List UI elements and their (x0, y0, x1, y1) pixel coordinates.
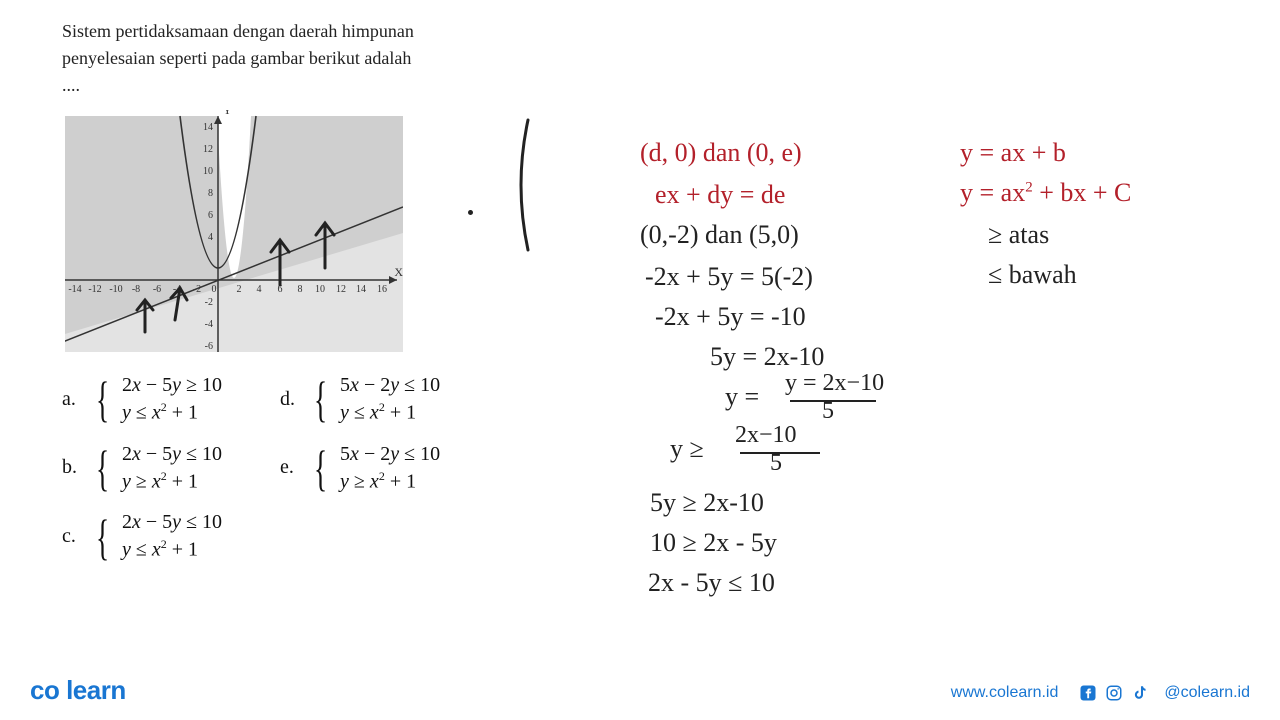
svg-text:-6: -6 (153, 284, 161, 295)
option-e-line2: y ≥ x2 + 1 (340, 468, 440, 496)
hw-b8n: 2x−10 (735, 422, 797, 449)
pen-stroke (510, 115, 540, 255)
option-d: { 5x − 2y ≤ 10 y ≤ x2 + 1 (314, 372, 440, 427)
option-a-letter: a. (62, 388, 96, 411)
option-e-letter: e. (280, 456, 314, 479)
hw-b8d: 5 (770, 450, 782, 477)
option-b: { 2x − 5y ≤ 10 y ≥ x2 + 1 (96, 441, 222, 496)
option-b-line1: 2x − 5y ≤ 10 (122, 441, 222, 468)
hw-b5: -2x + 5y = -10 (655, 302, 806, 332)
svg-text:10: 10 (203, 166, 213, 177)
hw-rr2: y = ax2 + bx + C (960, 178, 1131, 208)
svg-text:14: 14 (356, 284, 366, 295)
question-line2: penyelesaian seperti pada gambar berikut… (62, 45, 492, 72)
footer-site: www.colearn.id (951, 684, 1059, 702)
hw-b10: 10 ≥ 2x - 5y (650, 528, 777, 558)
hw-r1: (d, 0) dan (0, e) (640, 138, 802, 168)
footer: www.colearn.id @colearn.id (951, 683, 1250, 703)
option-a: { 2x − 5y ≥ 10 y ≤ x2 + 1 (96, 372, 222, 427)
option-c-line2: y ≤ x2 + 1 (122, 536, 222, 564)
svg-text:12: 12 (203, 144, 213, 155)
svg-text:12: 12 (336, 284, 346, 295)
question-line3: .... (62, 72, 492, 99)
hw-b7n: y = 2x−10 (785, 370, 884, 397)
svg-text:4: 4 (257, 284, 262, 295)
option-c: { 2x − 5y ≤ 10 y ≤ x2 + 1 (96, 509, 222, 564)
facebook-icon (1078, 683, 1098, 703)
options-block: a. { 2x − 5y ≥ 10 y ≤ x2 + 1 d. { 5x − 2… (62, 372, 522, 578)
hw-b6: 5y = 2x-10 (710, 342, 824, 372)
svg-text:-2: -2 (205, 297, 213, 308)
svg-text:10: 10 (315, 284, 325, 295)
hw-b11: 2x - 5y ≤ 10 (648, 568, 775, 598)
question-line1: Sistem pertidaksamaan dengan daerah himp… (62, 18, 492, 45)
hw-rr1: y = ax + b (960, 138, 1066, 168)
svg-text:-6: -6 (205, 341, 213, 352)
svg-text:-4: -4 (205, 319, 213, 330)
svg-text:0: 0 (212, 284, 217, 295)
hw-b7d: 5 (822, 398, 834, 425)
option-e-line1: 5x − 2y ≤ 10 (340, 441, 440, 468)
hw-b4: -2x + 5y = 5(-2) (645, 262, 813, 292)
svg-text:X: X (394, 265, 403, 279)
option-b-letter: b. (62, 456, 96, 479)
option-d-line2: y ≤ x2 + 1 (340, 399, 440, 427)
brand-logo: co learn (30, 675, 126, 706)
graph-figure: X Y -14 -12 -10 -8 -6 -4 -2 0 2 4 6 8 10 12 14 1… (65, 110, 403, 352)
hw-r2: ex + dy = de (655, 180, 785, 210)
hw-b3: (0,-2) dan (5,0) (640, 220, 799, 250)
svg-text:2: 2 (237, 284, 242, 295)
svg-text:8: 8 (208, 188, 213, 199)
option-b-line2: y ≥ x2 + 1 (122, 468, 222, 496)
hw-b7: y = (725, 382, 759, 412)
svg-text:8: 8 (298, 284, 303, 295)
pen-dot (468, 210, 473, 215)
svg-text:Y: Y (223, 110, 232, 117)
tiktok-icon (1130, 683, 1150, 703)
svg-text:4: 4 (208, 232, 213, 243)
svg-text:-12: -12 (88, 284, 101, 295)
hw-b9: 5y ≥ 2x-10 (650, 488, 764, 518)
option-d-letter: d. (280, 388, 314, 411)
svg-text:14: 14 (203, 122, 213, 133)
option-a-line2: y ≤ x2 + 1 (122, 399, 222, 427)
hw-b8: y ≥ (670, 434, 704, 464)
footer-handle: @colearn.id (1164, 684, 1250, 702)
hw-rb4: ≤ bawah (988, 260, 1077, 290)
option-d-line1: 5x − 2y ≤ 10 (340, 372, 440, 399)
instagram-icon (1104, 683, 1124, 703)
svg-text:-8: -8 (132, 284, 140, 295)
svg-text:-10: -10 (109, 284, 122, 295)
option-c-letter: c. (62, 525, 96, 548)
question-text: Sistem pertidaksamaan dengan daerah himp… (62, 18, 492, 99)
option-e: { 5x − 2y ≤ 10 y ≥ x2 + 1 (314, 441, 440, 496)
option-a-line1: 2x − 5y ≥ 10 (122, 372, 222, 399)
svg-text:16: 16 (377, 284, 387, 295)
hw-rb3: ≥ atas (988, 220, 1049, 250)
svg-text:6: 6 (208, 210, 213, 221)
option-c-line1: 2x − 5y ≤ 10 (122, 509, 222, 536)
svg-text:-14: -14 (68, 284, 81, 295)
